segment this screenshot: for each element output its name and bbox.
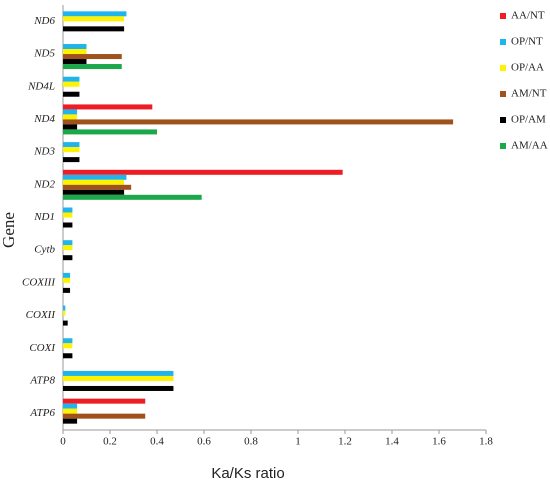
bar — [63, 189, 125, 195]
x-tick-label: 1.6 — [432, 436, 446, 448]
bar — [63, 338, 73, 344]
y-tick-label: ND6 — [33, 15, 55, 27]
bar — [63, 418, 78, 424]
y-tick-label: ND4L — [27, 80, 55, 92]
legend-swatch — [500, 143, 506, 149]
bar — [63, 81, 80, 87]
y-tick-label: COXII — [26, 309, 57, 321]
legend-label: OP/AM — [511, 114, 546, 126]
bar — [63, 124, 78, 130]
legend-label: OP/AA — [511, 62, 544, 74]
x-tick-label: 0.4 — [150, 436, 164, 448]
legend-label: OP/NT — [511, 36, 543, 48]
y-tick-label: ND3 — [33, 146, 55, 158]
y-tick-label: ND2 — [33, 178, 55, 190]
x-tick-label: 1.8 — [479, 436, 493, 448]
bar — [63, 147, 80, 153]
bar — [63, 119, 454, 125]
y-tick-label: ATP6 — [29, 407, 55, 419]
x-tick-label: 0.2 — [103, 436, 117, 448]
bar — [63, 212, 73, 218]
bar — [63, 109, 78, 115]
bar — [63, 169, 343, 175]
legend-label: AM/NT — [511, 88, 547, 100]
bar — [63, 129, 157, 135]
bar — [63, 305, 66, 311]
bar — [63, 179, 125, 185]
bar — [63, 255, 73, 261]
bar — [63, 49, 87, 55]
legend-swatch — [500, 65, 506, 71]
bar — [63, 64, 122, 70]
legend-swatch — [500, 117, 506, 123]
bar — [63, 320, 68, 326]
x-tick-label: 1 — [295, 436, 301, 448]
bar — [63, 104, 153, 110]
y-axis-label: Gene — [0, 212, 18, 248]
bar — [63, 142, 80, 148]
bar — [63, 240, 73, 246]
bar — [63, 385, 174, 391]
bar — [63, 54, 122, 60]
legend-label: AM/AA — [511, 140, 548, 152]
bar — [63, 44, 87, 50]
bar — [63, 114, 78, 120]
x-tick-label: 0.8 — [244, 436, 258, 448]
y-tick-label: ND4 — [33, 113, 55, 125]
bar — [63, 157, 80, 163]
bar — [63, 287, 71, 293]
bar — [63, 272, 71, 278]
bar — [63, 398, 146, 404]
x-axis-label: Ka/Ks ratio — [211, 465, 284, 482]
bar — [63, 222, 73, 228]
bar — [63, 16, 125, 22]
y-tick-label: ND5 — [33, 48, 55, 60]
x-tick-label: 1.4 — [385, 436, 399, 448]
y-tick-label: COXIII — [22, 276, 56, 288]
bar — [63, 26, 125, 32]
bar — [63, 91, 80, 97]
legend-swatch — [500, 13, 506, 19]
x-tick-label: 1.2 — [338, 436, 352, 448]
bar — [63, 408, 78, 414]
bar — [63, 375, 174, 381]
bar — [63, 413, 146, 419]
x-tick-label: 0 — [60, 436, 66, 448]
y-tick-label: Cytb — [34, 244, 55, 256]
legend-swatch — [500, 91, 506, 97]
bar — [63, 343, 73, 349]
bar — [63, 59, 87, 65]
bar — [63, 207, 73, 213]
y-tick-label: ND1 — [33, 211, 55, 223]
bar — [63, 11, 127, 17]
x-tick-label: 0.6 — [197, 436, 211, 448]
bar — [63, 174, 127, 180]
legend-label: AA/NT — [511, 10, 545, 22]
bar — [63, 184, 132, 190]
bar — [63, 245, 73, 251]
legend-swatch — [500, 39, 506, 45]
y-tick-label: ATP8 — [29, 374, 55, 386]
bar — [63, 370, 174, 376]
bar — [63, 194, 202, 200]
bar — [63, 353, 73, 359]
y-tick-label: COXI — [29, 342, 56, 354]
bar — [63, 76, 80, 82]
bar — [63, 310, 66, 316]
bar — [63, 277, 71, 283]
bar — [63, 403, 78, 409]
